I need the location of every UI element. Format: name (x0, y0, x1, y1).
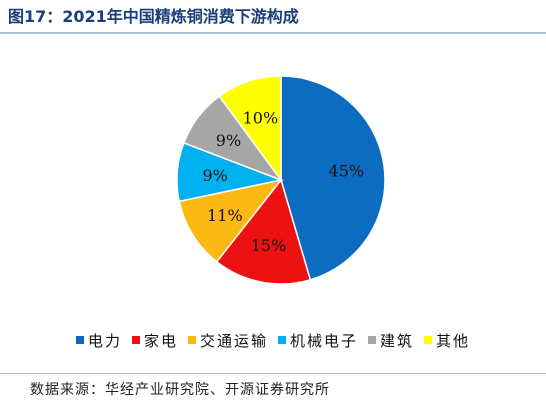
title-divider (0, 32, 546, 34)
figure-title: 图17：2021年中国精炼铜消费下游构成 (8, 7, 299, 26)
source-note: 数据来源：华经产业研究院、开源证券研究所 (30, 382, 330, 398)
slice-other (218, 75, 282, 183)
legend-swatch (75, 336, 84, 344)
legend-label: 家电 (143, 332, 178, 350)
legend-swatch (187, 336, 196, 344)
source-divider (0, 373, 546, 374)
legend-item: 交通运输 (187, 330, 268, 351)
slice-power-label: 45% (329, 162, 365, 181)
legend-label: 交通运输 (199, 332, 268, 350)
slice-transport-label: 11% (207, 206, 243, 225)
legend-label: 其他 (436, 332, 471, 350)
slice-machinery-electronics-label: 9% (203, 166, 228, 185)
legend-item: 其他 (424, 330, 470, 351)
legend-item: 家电 (131, 330, 178, 351)
slice-transport (178, 178, 283, 263)
slice-other-label: 10% (243, 108, 279, 127)
slice-power (280, 75, 386, 281)
slice-construction-label: 9% (216, 131, 241, 150)
pie-chart: 45%15%11%9%9%10% (176, 75, 386, 285)
legend-swatch (368, 336, 377, 344)
legend-item: 建筑 (368, 330, 414, 351)
slice-home-appliance-label: 15% (251, 236, 287, 255)
legend-swatch (131, 336, 140, 344)
slice-home-appliance (215, 178, 312, 285)
legend-label: 电力 (87, 332, 122, 350)
legend-swatch (278, 336, 286, 344)
legend-label: 建筑 (380, 332, 415, 350)
legend-swatch (424, 336, 433, 344)
legend-item: 机械电子 (278, 330, 358, 351)
chart-legend: 电力 家电 交通运输 机械电子 建筑 其他 (0, 330, 546, 351)
legend-label: 机械电子 (290, 332, 359, 350)
legend-item: 电力 (75, 330, 122, 351)
